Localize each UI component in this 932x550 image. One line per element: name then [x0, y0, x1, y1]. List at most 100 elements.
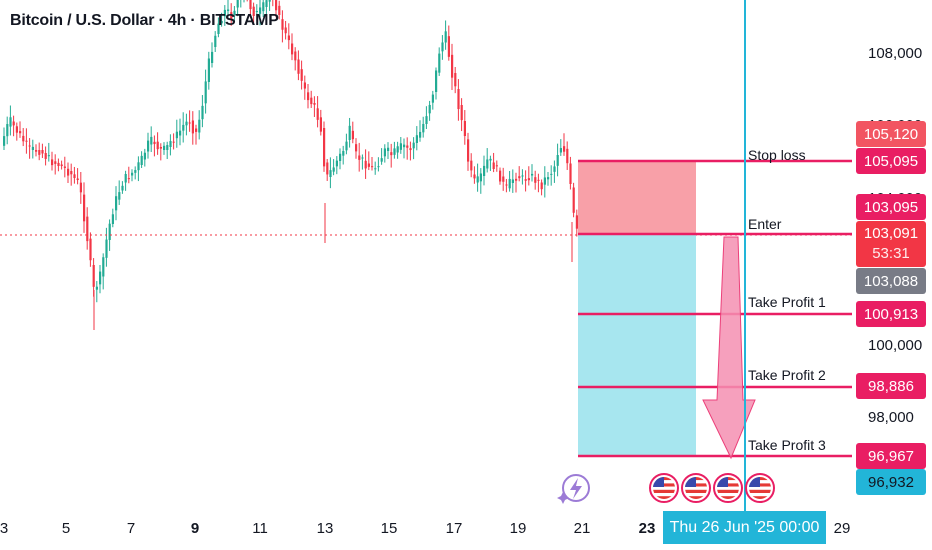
candle: [63, 166, 66, 168]
candle: [83, 194, 86, 222]
candle: [524, 179, 527, 181]
candle: [412, 142, 415, 149]
candle: [473, 174, 476, 179]
candle: [19, 131, 22, 134]
candle: [207, 58, 210, 82]
take-profit-1-price-tag: 100,913: [856, 301, 926, 327]
time-axis-label: 23: [638, 520, 656, 537]
candle: [403, 144, 406, 148]
us-flag-event-icon[interactable]: [745, 473, 775, 503]
candle: [355, 144, 358, 152]
us-flag-event-icon[interactable]: [681, 473, 711, 503]
candle: [297, 59, 300, 74]
candle: [140, 155, 143, 165]
take-profit-3-label: Take Profit 3: [748, 437, 826, 453]
lightning-event-icon[interactable]: [557, 474, 590, 504]
candle: [76, 178, 79, 181]
last-price-value: 103,091: [863, 225, 919, 242]
candle: [92, 265, 95, 287]
candle: [377, 166, 380, 168]
candle: [185, 121, 188, 126]
enter-label: Enter: [748, 216, 782, 232]
candle: [108, 223, 111, 240]
take-profit-zone[interactable]: [578, 234, 696, 456]
candle: [460, 105, 463, 121]
candle: [419, 131, 422, 138]
candle: [79, 182, 82, 193]
candle: [307, 92, 310, 101]
time-axis-label: 29: [833, 520, 851, 537]
candle: [326, 162, 329, 175]
candle: [329, 170, 332, 177]
candle: [223, 9, 226, 17]
candle: [467, 139, 470, 162]
candle: [150, 136, 153, 145]
candle: [169, 141, 172, 147]
candle: [211, 51, 214, 63]
candle: [335, 160, 338, 167]
candle: [358, 155, 361, 160]
stop-loss-price-tag: 105,095: [856, 148, 926, 174]
candle: [342, 151, 345, 156]
candle: [393, 148, 396, 155]
down-arrow-drawing[interactable]: [702, 236, 756, 460]
candle: [175, 131, 178, 139]
candle: [489, 158, 492, 161]
us-flag-event-icon[interactable]: [713, 473, 743, 503]
candle: [284, 27, 287, 34]
candle: [6, 124, 9, 137]
candle: [527, 178, 530, 181]
candle: [73, 174, 76, 179]
take-profit-1-label: Take Profit 1: [748, 294, 826, 310]
candle: [115, 196, 118, 211]
candle: [291, 43, 294, 55]
us-flag-event-icon[interactable]: [649, 473, 679, 503]
candle: [463, 121, 466, 137]
candle: [259, 7, 262, 14]
candle: [300, 69, 303, 81]
candle: [159, 147, 162, 149]
candle: [508, 178, 511, 189]
candle: [495, 165, 498, 167]
candle: [265, 0, 268, 8]
take-profit-2-price-tag: 98,886: [856, 373, 926, 399]
last-price-tag: 103,091 53:31: [856, 221, 926, 267]
candle: [60, 164, 63, 167]
price-axis-label: 100,000: [868, 337, 923, 354]
symbol-title: Bitcoin / U.S. Dollar · 4h · BITSTAMP: [10, 12, 279, 29]
candle: [454, 73, 457, 87]
candle: [316, 108, 319, 120]
candle: [550, 173, 553, 175]
candle: [511, 179, 514, 183]
candle: [22, 135, 25, 142]
candle: [383, 148, 386, 157]
candle: [214, 35, 217, 47]
candle: [547, 177, 550, 180]
candle: [499, 170, 502, 182]
candle: [553, 166, 556, 172]
candle: [559, 148, 562, 153]
candle: [319, 117, 322, 132]
candle: [182, 124, 185, 131]
candle: [345, 141, 348, 151]
candle: [380, 158, 383, 162]
price-tag: 105,120: [856, 121, 926, 147]
candle: [287, 35, 290, 41]
candle: [444, 31, 447, 43]
candle: [425, 116, 428, 124]
stop-loss-zone[interactable]: [578, 161, 696, 234]
candle: [572, 187, 575, 213]
take-profit-2-label: Take Profit 2: [748, 367, 826, 383]
take-profit-3-price-tag: 96,967: [856, 443, 926, 469]
candle: [127, 178, 130, 180]
candle: [483, 165, 486, 176]
candle: [470, 160, 473, 171]
candle: [371, 166, 374, 168]
candle: [249, 0, 252, 10]
candle: [134, 170, 137, 173]
candle: [502, 176, 505, 182]
time-axis-label: 7: [126, 520, 136, 537]
stop-loss-label: Stop loss: [748, 147, 806, 163]
